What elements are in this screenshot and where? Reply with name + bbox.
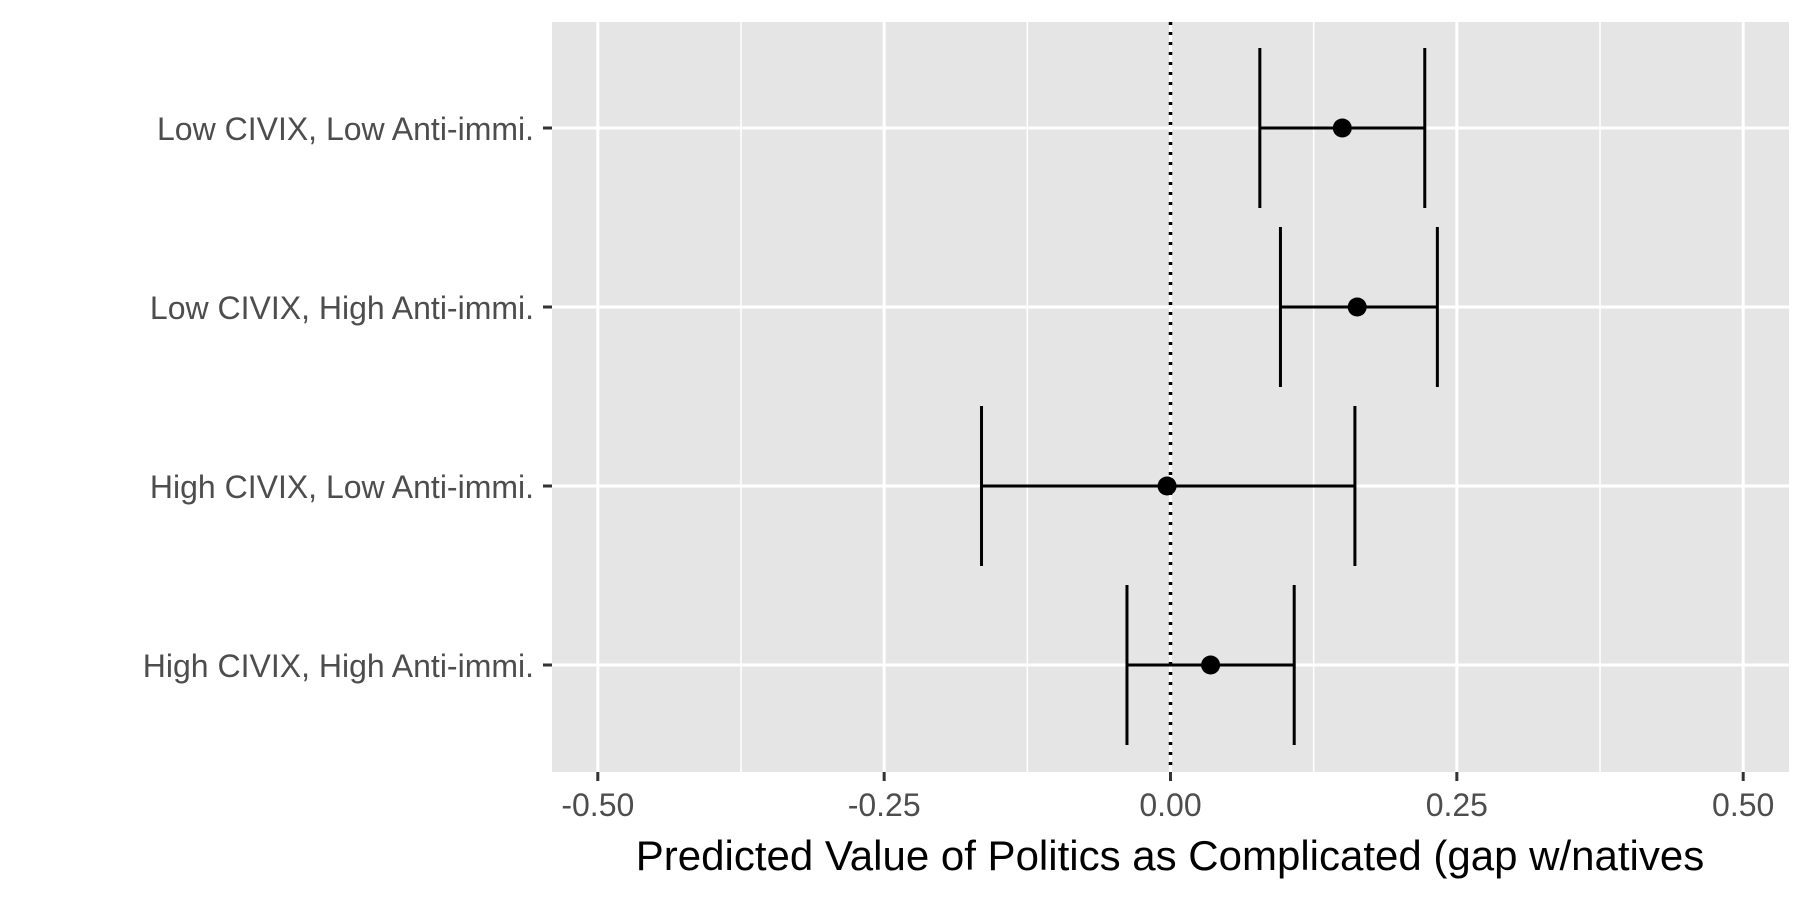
point-estimates bbox=[1157, 118, 1367, 675]
point-estimate bbox=[1332, 118, 1352, 138]
x-tick-label: 0.25 bbox=[1426, 787, 1488, 823]
x-tick-label: -0.25 bbox=[848, 787, 921, 823]
x-tick-label: 0.50 bbox=[1712, 787, 1774, 823]
point-estimate bbox=[1347, 297, 1367, 317]
x-axis-title: Predicted Value of Politics as Complicat… bbox=[636, 832, 1704, 879]
point-estimate bbox=[1157, 476, 1177, 496]
grid-minor bbox=[740, 22, 1601, 772]
y-tick-label: High CIVIX, High Anti-immi. bbox=[143, 648, 534, 684]
point-estimate bbox=[1201, 655, 1221, 675]
y-axis: Low CIVIX, Low Anti-immi. Low CIVIX, High… bbox=[143, 111, 552, 684]
y-tick-label: Low CIVIX, Low Anti-immi. bbox=[157, 111, 534, 147]
y-tick-label: Low CIVIX, High Anti-immi. bbox=[150, 290, 534, 326]
x-tick-label: 0.00 bbox=[1139, 787, 1201, 823]
grid-major bbox=[552, 22, 1789, 772]
x-tick-label: -0.50 bbox=[561, 787, 634, 823]
x-axis: -0.50 -0.25 0.00 0.25 0.50 bbox=[561, 772, 1774, 823]
y-tick-label: High CIVIX, Low Anti-immi. bbox=[150, 469, 534, 505]
